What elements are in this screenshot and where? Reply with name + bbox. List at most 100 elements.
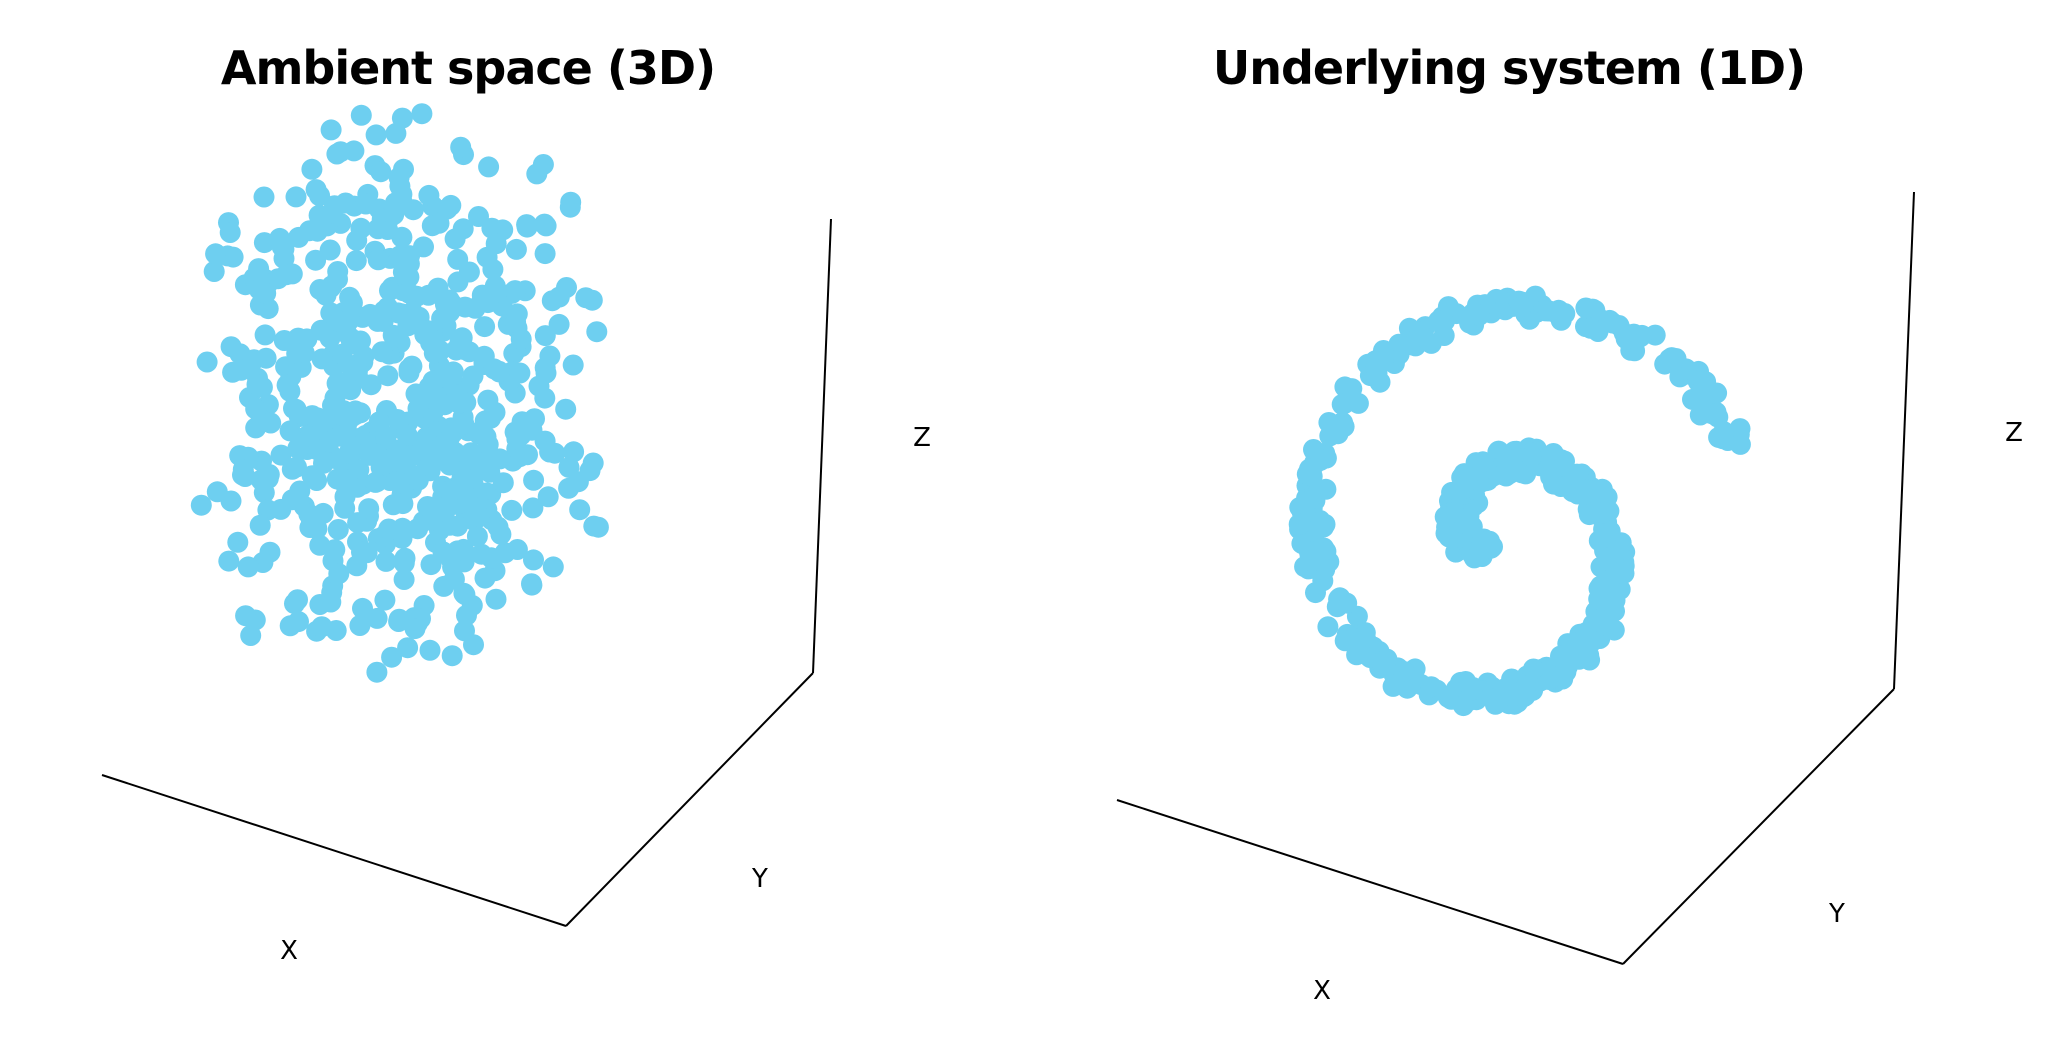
x-axis-label: X [280, 936, 298, 966]
scatter-point [537, 486, 559, 508]
scatter-point [1729, 418, 1751, 440]
scatter-point [478, 156, 500, 178]
scatter-point [327, 261, 349, 282]
scatter-point [389, 175, 411, 197]
scatter-point [1603, 619, 1625, 641]
scatter-point [260, 412, 282, 434]
scatter-point [418, 184, 440, 206]
scatter-point [1334, 630, 1356, 652]
scatter-point [255, 347, 277, 369]
scatter-points [1288, 285, 1751, 717]
scatter-point [438, 453, 460, 475]
scatter-point [218, 550, 240, 572]
scatter-point [1554, 303, 1576, 324]
scatter-point [396, 424, 418, 446]
scatter-point [320, 119, 342, 141]
scatter-point [1382, 675, 1404, 697]
scatter-point [196, 351, 218, 373]
scatter-point [1299, 458, 1320, 480]
scatter-point [463, 634, 484, 656]
scatter-point [1409, 321, 1430, 343]
scatter-point [407, 398, 429, 419]
scatter-point [229, 343, 251, 365]
scatter-point [1550, 476, 1572, 497]
chart-title: Ambient space (3D) [221, 41, 715, 95]
scatter-point [417, 284, 439, 306]
scatter-point [535, 362, 557, 384]
scatter-point [1467, 469, 1489, 491]
scatter-point [203, 261, 225, 282]
scatter-point [388, 611, 410, 632]
scatter-point [516, 216, 538, 238]
scatter-point [521, 573, 542, 595]
scatter-point [468, 505, 490, 527]
scatter-point [558, 456, 580, 478]
scatter-point [1581, 631, 1603, 653]
scatter-point [1461, 679, 1483, 701]
scatter-point [393, 569, 415, 590]
scatter-point [249, 514, 271, 536]
scatter-point [1537, 668, 1559, 690]
scatter-point [1580, 317, 1602, 339]
scatter-point [281, 263, 303, 285]
scatter-point [587, 516, 609, 538]
scatter-point [541, 290, 563, 312]
scatter-point [1420, 676, 1442, 698]
scatter-point [535, 215, 557, 237]
scatter-point [534, 243, 556, 265]
scatter-point [522, 497, 544, 519]
scatter-point [488, 361, 510, 383]
scatter-point [446, 384, 468, 406]
scatter-point [454, 296, 476, 318]
scatter-point [269, 227, 291, 249]
scatter-point [1503, 685, 1525, 707]
scatter-point [509, 362, 531, 384]
scatter-point [1434, 506, 1456, 528]
scatter-point [351, 541, 372, 563]
scatter-point [1336, 592, 1358, 614]
scatter-point [371, 341, 393, 363]
scatter-point [1593, 518, 1615, 540]
scatter-point [1575, 297, 1597, 319]
scatter-point [324, 539, 346, 561]
scatter-point [336, 469, 358, 491]
scatter-point [1366, 362, 1388, 384]
scatter-point [431, 308, 453, 329]
y-axis-label: Y [1828, 899, 1845, 929]
scatter-point [338, 442, 360, 464]
scatter-point [1665, 348, 1687, 369]
scatter-point [1615, 328, 1637, 350]
scatter-point [489, 448, 511, 470]
scatter-point [227, 531, 249, 553]
y-axis-line [565, 672, 814, 927]
scatter-point [258, 464, 280, 485]
scatter-point [402, 199, 424, 221]
scatter-point [386, 409, 408, 430]
scatter-point [1510, 296, 1532, 318]
scatter-point [548, 313, 570, 335]
scatter-point [1341, 378, 1363, 400]
scatter-point [474, 316, 496, 338]
scatter-point [359, 303, 381, 325]
scatter-point [285, 398, 307, 420]
scatter-point [385, 122, 407, 144]
scatter-point [279, 615, 301, 637]
scatter-point [450, 136, 472, 158]
scatter-point [562, 354, 584, 376]
scatter-point [397, 315, 419, 337]
scatter-point [359, 441, 380, 463]
scatter-point [367, 218, 389, 240]
scatter-point [306, 470, 328, 491]
scatter-point [284, 593, 305, 615]
scatter-point [397, 637, 419, 659]
scatter-point [480, 407, 502, 429]
scatter-point [429, 340, 451, 362]
scatter-point [422, 370, 444, 392]
scatter-point [324, 387, 346, 409]
scatter-point [428, 212, 450, 234]
scatter-point [475, 426, 497, 448]
scatter-point [377, 365, 399, 387]
scatter-point [368, 411, 390, 433]
scatter-point [542, 556, 564, 578]
scatter-point [318, 431, 340, 453]
